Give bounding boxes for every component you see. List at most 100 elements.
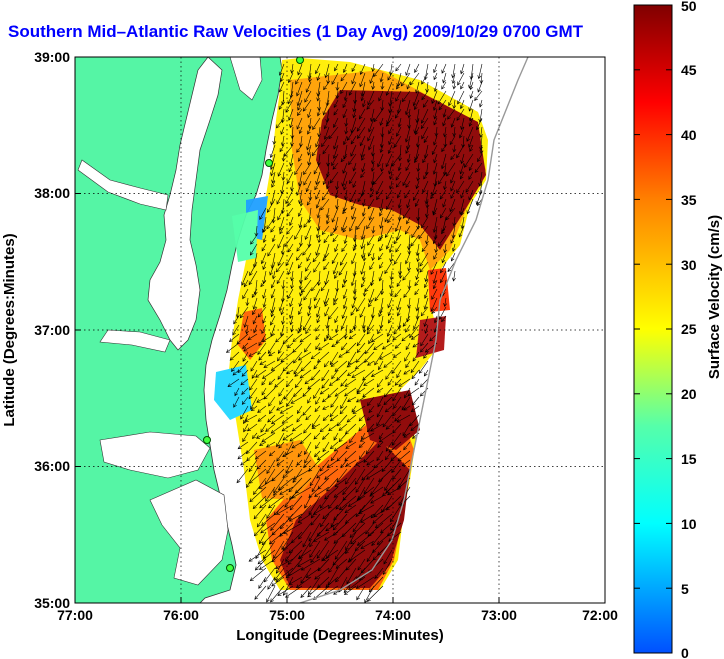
map-area bbox=[75, 57, 605, 603]
velocity-arrow bbox=[279, 225, 285, 235]
velocity-arrow bbox=[276, 459, 285, 466]
velocity-arrow bbox=[303, 288, 312, 301]
velocity-arrow bbox=[368, 405, 375, 414]
velocity-arrow bbox=[316, 72, 321, 81]
velocity-arrow bbox=[304, 441, 312, 456]
velocity-arrow bbox=[379, 207, 384, 217]
velocity-arrow bbox=[323, 531, 339, 541]
velocity-arrow bbox=[384, 405, 393, 413]
velocity-arrow bbox=[381, 495, 393, 513]
velocity-arrow bbox=[326, 540, 339, 560]
velocity-arrow bbox=[441, 63, 447, 74]
velocity-arrow bbox=[466, 126, 474, 142]
velocity-arrow bbox=[260, 252, 267, 265]
velocity-arrow bbox=[313, 288, 321, 302]
velocity-arrow bbox=[319, 423, 330, 433]
velocity-arrow bbox=[298, 279, 303, 290]
velocity-arrow bbox=[409, 72, 420, 86]
velocity-arrow bbox=[402, 207, 411, 219]
velocity-arrow bbox=[375, 180, 384, 195]
velocity-arrow bbox=[311, 414, 321, 428]
velocity-arrow bbox=[371, 225, 376, 234]
velocity-arrow bbox=[373, 108, 384, 123]
velocity-arrow bbox=[377, 153, 384, 168]
velocity-arrow bbox=[433, 135, 438, 146]
velocity-arrow bbox=[335, 495, 348, 510]
velocity-arrow bbox=[334, 243, 339, 253]
velocity-arrow bbox=[401, 396, 411, 411]
colorbar-tick-label: 30 bbox=[681, 257, 697, 273]
velocity-arrow bbox=[346, 567, 357, 585]
velocity-arrow bbox=[384, 261, 393, 275]
velocity-arrow bbox=[476, 198, 483, 207]
velocity-arrow bbox=[341, 306, 348, 319]
velocity-arrow bbox=[393, 234, 402, 245]
velocity-arrow bbox=[360, 234, 366, 250]
velocity-arrow bbox=[377, 396, 384, 408]
velocity-arrow bbox=[289, 432, 303, 442]
velocity-arrow bbox=[479, 126, 483, 138]
velocity-arrow bbox=[445, 207, 456, 221]
velocity-arrow bbox=[373, 504, 393, 518]
colorbar bbox=[633, 4, 673, 654]
velocity-arrow bbox=[351, 72, 357, 85]
velocity-arrow bbox=[292, 468, 312, 480]
velocity-arrow bbox=[368, 297, 375, 308]
velocity-arrow bbox=[344, 423, 357, 435]
velocity-arrow bbox=[441, 144, 447, 153]
velocity-arrow bbox=[341, 216, 348, 232]
velocity-arrow bbox=[270, 306, 276, 318]
velocity-arrow bbox=[450, 117, 456, 128]
velocity-arrow bbox=[245, 297, 250, 307]
velocity-arrow bbox=[265, 486, 276, 502]
velocity-arrow bbox=[334, 540, 348, 560]
velocity-arrow bbox=[322, 99, 330, 116]
velocity-arrow bbox=[296, 414, 303, 423]
velocity-arrow bbox=[389, 171, 393, 180]
velocity-arrow bbox=[342, 477, 357, 496]
velocity-arrow bbox=[351, 207, 357, 220]
velocity-arrow bbox=[412, 351, 420, 362]
velocity-arrow bbox=[421, 216, 429, 229]
velocity-arrow bbox=[330, 513, 339, 528]
velocity-arrow bbox=[356, 297, 366, 312]
velocity-arrow bbox=[383, 549, 393, 565]
velocity-arrow bbox=[389, 504, 402, 523]
velocity-arrow bbox=[262, 315, 267, 324]
velocity-arrow bbox=[345, 342, 357, 354]
velocity-arrow bbox=[459, 171, 465, 180]
velocity-arrow bbox=[227, 378, 240, 388]
velocity-arrow bbox=[279, 405, 294, 414]
velocity-arrow bbox=[356, 342, 366, 354]
velocity-arrow bbox=[271, 171, 276, 184]
x-axis-label: Longitude (Degrees:Minutes) bbox=[236, 627, 444, 644]
velocity-arrow bbox=[430, 189, 438, 200]
velocity-arrow bbox=[307, 585, 321, 598]
velocity-arrow bbox=[433, 81, 438, 93]
velocity-arrow bbox=[271, 180, 276, 188]
velocity-arrow bbox=[396, 369, 402, 379]
velocity-arrow bbox=[423, 171, 429, 180]
y-tick-label: 37:00 bbox=[34, 322, 70, 338]
velocity-arrow bbox=[353, 90, 358, 104]
velocity-arrow bbox=[434, 126, 439, 137]
velocity-arrow bbox=[369, 72, 375, 84]
velocity-arrow bbox=[396, 81, 402, 90]
velocity-arrow bbox=[276, 270, 285, 285]
velocity-arrow bbox=[441, 252, 447, 264]
velocity-arrow bbox=[477, 63, 483, 80]
velocity-arrow bbox=[241, 369, 249, 377]
velocity-arrow bbox=[404, 252, 411, 265]
velocity-arrow bbox=[434, 243, 439, 253]
velocity-arrow bbox=[266, 216, 276, 230]
velocity-arrow bbox=[367, 234, 375, 246]
velocity-arrow bbox=[296, 81, 303, 97]
velocity-arrow bbox=[410, 234, 420, 247]
velocity-arrow bbox=[252, 297, 258, 310]
velocity-arrow bbox=[325, 180, 330, 190]
velocity-arrow bbox=[468, 171, 474, 180]
velocity-arrow bbox=[260, 423, 267, 433]
velocity-arrow bbox=[278, 297, 285, 312]
velocity-arrow bbox=[388, 126, 393, 135]
velocity-arrow bbox=[358, 450, 366, 460]
